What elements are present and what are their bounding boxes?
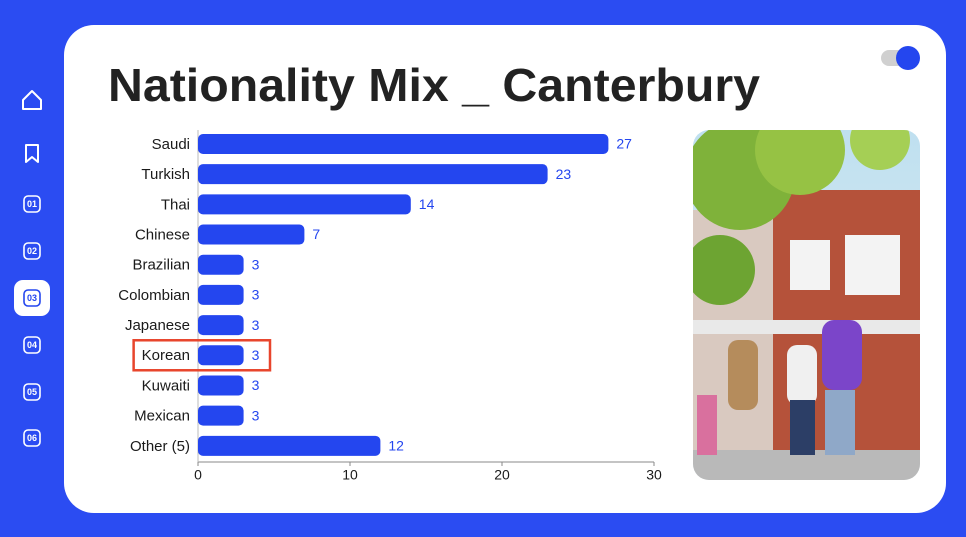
value-label: 3: [252, 317, 260, 333]
slide-title: Nationality Mix _ Canterbury: [108, 59, 760, 111]
nav-item[interactable]: 05: [23, 383, 41, 401]
nav-item[interactable]: 04: [23, 336, 41, 354]
value-label: 3: [252, 347, 260, 363]
nav-item[interactable]: 02: [23, 242, 41, 260]
value-label: 3: [252, 256, 260, 272]
value-label: 3: [252, 377, 260, 393]
photo: [693, 130, 920, 480]
nav-label: 01: [27, 199, 37, 209]
x-tick-label: 10: [342, 467, 358, 483]
nav-box: [23, 429, 41, 447]
y-tick-label: Turkish: [141, 166, 190, 183]
y-tick-label: Korean: [142, 347, 190, 364]
value-label: 3: [252, 287, 260, 303]
value-label: 7: [312, 226, 320, 242]
nav-label: 06: [27, 433, 37, 443]
y-tick-label: Mexican: [134, 408, 190, 425]
bar: [198, 134, 609, 154]
y-tick-label: Kuwaiti: [142, 377, 190, 394]
bar: [198, 435, 381, 456]
nav-box: [23, 336, 41, 354]
nav-bookmark[interactable]: [25, 144, 39, 163]
nav-label: 05: [27, 387, 37, 397]
bar: [198, 315, 244, 336]
nav-box: [23, 289, 41, 307]
nav-label: 02: [27, 246, 37, 256]
nav-label: 03: [27, 293, 37, 303]
nav-box: [23, 242, 41, 260]
x-tick-label: 20: [494, 467, 510, 483]
bar: [198, 254, 244, 275]
nav-label: 04: [27, 340, 37, 350]
bar: [198, 194, 411, 215]
value-label: 14: [419, 196, 435, 212]
bar: [198, 224, 305, 245]
toggle[interactable]: [881, 46, 920, 70]
value-label: 12: [388, 438, 404, 454]
y-tick-label: Chinese: [135, 227, 190, 244]
y-tick-label: Japanese: [125, 317, 190, 334]
bar: [198, 284, 244, 305]
y-tick-label: Other (5): [130, 438, 190, 455]
bar-chart: 0 10 20 30 Saudi 27 Turkish 23 Thai 14 Chinese 7 Bra…: [118, 130, 662, 483]
nav-item[interactable]: 06: [23, 429, 41, 447]
y-tick-label: Thai: [161, 196, 190, 213]
y-tick-label: Colombian: [118, 287, 190, 304]
x-tick-label: 30: [646, 467, 662, 483]
nav-box: [23, 195, 41, 213]
bar: [198, 405, 244, 426]
nav-box: [23, 383, 41, 401]
value-label: 3: [252, 407, 260, 423]
nav-home[interactable]: [22, 90, 42, 110]
bar: [198, 375, 244, 396]
nav-item[interactable]: 03: [23, 289, 41, 307]
bar: [198, 345, 244, 366]
value-label: 23: [556, 166, 572, 182]
value-label: 27: [616, 136, 632, 152]
y-tick-label: Brazilian: [132, 257, 190, 274]
nav-item[interactable]: 01: [23, 195, 41, 213]
nav-active-bg: [14, 280, 50, 316]
x-tick-label: 0: [194, 467, 202, 483]
highlight-box: [132, 339, 272, 372]
bar: [198, 164, 548, 185]
y-tick-label: Saudi: [152, 136, 190, 153]
